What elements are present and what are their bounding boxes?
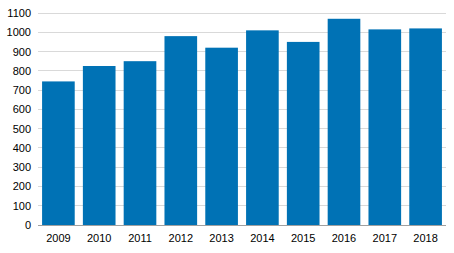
y-tick-label: 200 [13,180,31,192]
chart-svg: 0 100 200 300 400 500 600 700 800 900 1000 1100 2009… [0,0,454,253]
bar [205,48,238,225]
y-tick-label: 100 [13,200,31,212]
x-tick-label: 2013 [209,232,233,244]
bar [164,36,197,225]
x-tick-label: 2009 [46,232,70,244]
y-tick-label: 700 [13,84,31,96]
bar [42,81,75,225]
y-tick-label: 300 [13,161,31,173]
x-tick-label: 2011 [128,232,152,244]
bar [246,30,279,225]
bar [287,42,320,225]
y-tick-label: 1000 [7,26,31,38]
x-tick-label: 2012 [169,232,193,244]
bar [124,61,157,225]
y-tick-label: 600 [13,103,31,115]
y-tick-label: 1100 [7,7,31,19]
x-tick-label: 2015 [291,232,315,244]
x-tick-label: 2014 [250,232,274,244]
y-tick-label: 900 [13,46,31,58]
x-tick-label: 2017 [373,232,397,244]
bars [42,19,442,225]
x-tick-label: 2016 [332,232,356,244]
bar [83,66,116,225]
y-tick-label: 500 [13,123,31,135]
y-tick-label: 800 [13,65,31,77]
x-tick-label: 2018 [413,232,437,244]
y-tick-label: 400 [13,142,31,154]
bar [328,19,361,225]
bar [409,28,442,225]
y-tick-label: 0 [25,219,31,231]
chart-container: 0 100 200 300 400 500 600 700 800 900 1000 1100 2009… [0,0,454,253]
grid-line [38,13,446,14]
bar [368,29,401,225]
x-tick-label: 2010 [87,232,111,244]
